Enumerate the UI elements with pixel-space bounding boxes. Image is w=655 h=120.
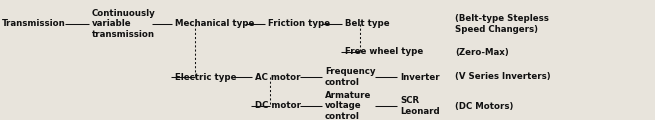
Text: Friction type: Friction type [268,19,330,29]
Text: Inverter: Inverter [400,72,440,81]
Text: Continuously
variable
transmission: Continuously variable transmission [92,9,156,39]
Text: AC motor: AC motor [255,72,301,81]
Text: Electric type: Electric type [175,72,236,81]
Text: Free wheel type: Free wheel type [345,48,423,57]
Text: (Zero-Max): (Zero-Max) [455,48,509,57]
Text: Transmission: Transmission [2,19,66,29]
Text: (V Series Inverters): (V Series Inverters) [455,72,551,81]
Text: Armature
voltage
control: Armature voltage control [325,91,371,120]
Text: SCR
Leonard: SCR Leonard [400,96,440,116]
Text: Mechanical type: Mechanical type [175,19,254,29]
Text: (DC Motors): (DC Motors) [455,102,514,111]
Text: DC motor: DC motor [255,102,301,111]
Text: Frequency
control: Frequency control [325,67,375,87]
Text: (Belt-type Stepless
Speed Changers): (Belt-type Stepless Speed Changers) [455,15,549,33]
Text: Belt type: Belt type [345,19,390,29]
